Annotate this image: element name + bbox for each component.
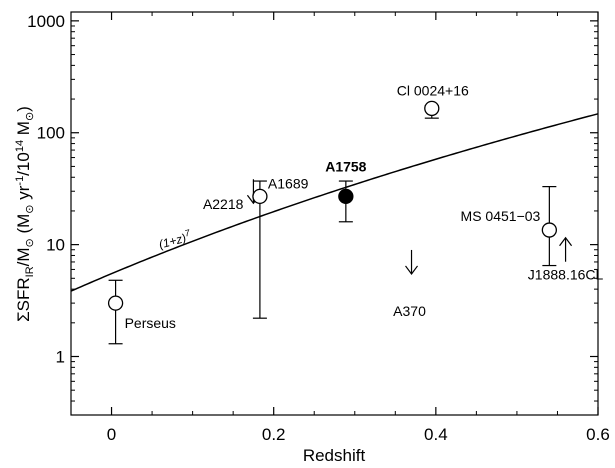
model-curve-label-base: (1+z)	[157, 231, 187, 252]
data-point-cl-0024-16: Cl 0024+16	[397, 82, 469, 119]
point-marker	[338, 188, 354, 205]
point-label: A1689	[268, 175, 309, 191]
y-tick-label: 10	[46, 236, 65, 255]
ylabel-sup-d: -1	[14, 176, 26, 186]
point-label: Perseus	[125, 315, 176, 331]
point-label: A2218	[203, 196, 244, 212]
x-tick-label: 0	[107, 425, 116, 444]
model-curve-label-sup: 7	[184, 227, 192, 238]
ylabel-sub-a: IR	[24, 266, 36, 277]
plot-frame	[70, 11, 599, 416]
ylabel-part-d: yr	[14, 185, 33, 204]
ylabel-part-a: ΣSFR	[14, 277, 33, 322]
data-point-a370: A370	[393, 249, 426, 319]
data-point-j1888-16cl: J1888.16CL	[528, 236, 604, 283]
data-point-a2218: A2218	[203, 179, 260, 212]
data-point-ms-0451-03: MS 0451−03	[461, 186, 558, 267]
ylabel-sup-e: 14	[14, 140, 26, 152]
y-tick-label: 1	[56, 348, 65, 367]
lower-limit-arrowhead	[559, 236, 573, 247]
y-axis-label: ΣSFRIR/M⊙ (M⊙ yr-1/1014 M⊙)	[14, 106, 36, 322]
data-point-a1758: A1758	[325, 158, 367, 223]
point-label: MS 0451−03	[461, 208, 541, 224]
point-marker	[107, 295, 124, 311]
ylabel-sub-c: ⊙	[24, 204, 36, 213]
ylabel-part-b: /M	[14, 247, 33, 266]
ylabel-part-c: (M	[14, 214, 33, 239]
ylabel-part-f: M	[14, 121, 33, 140]
model-curve-layer: (1+z)7	[70, 113, 599, 292]
x-tick-label: 0.6	[586, 425, 610, 444]
point-label: J1888.16CL	[528, 267, 604, 283]
point-marker	[252, 188, 268, 205]
ylabel-part-e: /10	[14, 152, 33, 176]
point-label: A1758	[325, 158, 366, 174]
data-point-perseus: Perseus	[107, 279, 176, 345]
upper-limit-arrowhead	[405, 265, 419, 275]
axis-ticks: 0 0.2 0.4 0.6 1 10 100 1000	[27, 12, 610, 444]
model-curve-label: (1+z)7	[157, 227, 194, 251]
data-points-layer: Perseus A2218 A1689 A1758 A370 Cl 0024+16 MS 0…	[107, 82, 604, 345]
y-tick-label: 100	[37, 124, 65, 143]
x-tick-label: 0.2	[262, 425, 286, 444]
point-marker	[424, 100, 440, 117]
point-label: Cl 0024+16	[397, 82, 469, 98]
point-label: A370	[393, 303, 426, 319]
x-tick-label: 0.4	[424, 425, 448, 444]
data-point-a1689: A1689	[252, 175, 309, 319]
ylabel-sub-f: ⊙	[24, 112, 36, 121]
model-curve-line	[70, 113, 599, 292]
ylabel-part-g: )	[14, 106, 33, 112]
x-axis-label: Redshift	[303, 446, 366, 465]
point-marker	[541, 222, 558, 238]
ylabel-sub-b: ⊙	[24, 238, 36, 247]
y-tick-label: 1000	[27, 12, 65, 31]
